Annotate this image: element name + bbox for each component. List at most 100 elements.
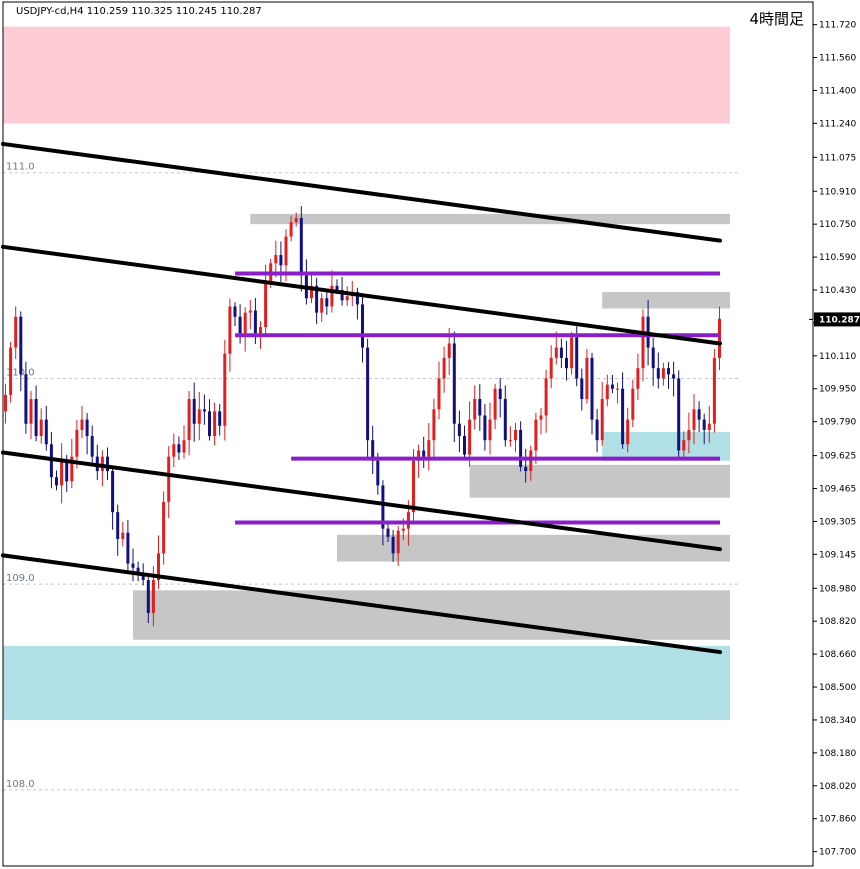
y-tick-label: 108.340 (819, 716, 856, 726)
candle-body (503, 399, 507, 441)
candle-body (514, 429, 517, 441)
candle-body (44, 419, 48, 445)
candle-body (468, 419, 472, 455)
candle-body (136, 567, 140, 574)
y-tick-label: 108.180 (819, 749, 856, 759)
candle-body (24, 374, 28, 424)
candle-body (253, 310, 257, 334)
candle-body (361, 304, 364, 348)
candle-body (202, 409, 206, 412)
y-tick-label: 110.750 (819, 220, 856, 230)
grid-label: 111.0 (6, 162, 35, 173)
y-tick-label: 109.305 (819, 517, 856, 527)
trendlines-layer (1, 141, 722, 655)
zone-pink-0 (3, 26, 730, 124)
candle-body (605, 384, 609, 400)
candle-body (19, 316, 23, 375)
candle-body (457, 423, 461, 437)
candle-body (661, 368, 665, 379)
zone-gray-5 (469, 464, 730, 498)
candle-body (121, 532, 125, 539)
candle-body (437, 378, 441, 410)
candle-body (187, 399, 191, 441)
candle-body (172, 444, 176, 457)
trend-line (1, 553, 722, 655)
candle-body (488, 419, 492, 441)
zone-cyan-1 (3, 645, 730, 720)
y-tick-label: 109.465 (819, 485, 856, 495)
candle-body (157, 553, 160, 581)
candle-body (575, 337, 579, 379)
candle-body (126, 532, 130, 564)
candle-body (9, 347, 13, 395)
candle-body (651, 347, 655, 369)
candle-body (718, 318, 721, 358)
y-tick-label: 111.240 (819, 119, 856, 129)
zone-gray-6 (337, 534, 730, 562)
candle-body (371, 440, 375, 461)
candles-layer (4, 206, 721, 627)
candle-body (442, 357, 446, 379)
candle-body (626, 419, 630, 445)
candle-body (366, 347, 370, 441)
y-tick-label: 108.980 (819, 584, 856, 594)
candle-body (712, 357, 716, 424)
candle-body (570, 337, 574, 369)
candle-body (636, 368, 640, 389)
candle-body (335, 285, 339, 290)
candle-body (284, 236, 288, 266)
candle-body (248, 310, 252, 313)
candle-body (325, 298, 329, 307)
candle-body (406, 512, 410, 529)
candle-body (70, 456, 74, 482)
candle-body (14, 316, 18, 348)
candle-body (213, 411, 217, 437)
levels-layer (235, 271, 720, 525)
candle-body (473, 399, 477, 420)
candle-body (376, 460, 380, 486)
y-tick-label: 110.910 (819, 187, 856, 197)
candle-body (177, 444, 181, 453)
y-tick-label: 110.430 (819, 286, 856, 296)
y-tick-label: 111.560 (819, 54, 856, 64)
candle-body (412, 460, 415, 513)
y-tick-label: 111.400 (819, 86, 856, 96)
candle-body (544, 378, 548, 416)
candle-body (85, 419, 89, 437)
timeframe-label: 4時間足 (749, 10, 804, 28)
candle-body (228, 306, 232, 354)
candle-body (151, 580, 155, 613)
candle-body (294, 218, 298, 223)
candle-body (315, 285, 319, 313)
candle-body (146, 580, 150, 613)
candle-body (4, 394, 7, 412)
candle-body (162, 501, 166, 554)
candle-body (75, 429, 79, 457)
zones-layer (3, 26, 731, 720)
candle-body (355, 292, 359, 305)
candle-body (90, 436, 94, 457)
candle-body (692, 409, 696, 430)
candle-body (565, 357, 568, 369)
candle-body (197, 409, 201, 424)
candle-body (493, 388, 497, 420)
candle-body (539, 415, 543, 420)
candle-body (616, 388, 619, 390)
y-tick-label: 108.020 (819, 782, 856, 792)
candle-body (340, 290, 344, 301)
trend-line (1, 244, 722, 346)
candle-body (29, 399, 33, 424)
grid-label: 109.0 (6, 573, 35, 584)
y-tick-label: 109.145 (819, 550, 856, 560)
candle-body (508, 440, 512, 442)
candle-body (391, 536, 395, 554)
y-tick-label: 109.790 (819, 418, 856, 428)
candle-body (131, 563, 135, 568)
y-tick-label: 111.075 (819, 153, 856, 163)
candle-body (39, 419, 43, 437)
candle-body (463, 436, 466, 455)
symbol-info: USDJPY-cd,H4 110.259 110.325 110.245 110… (16, 6, 262, 17)
y-tick-label: 108.820 (819, 617, 856, 627)
zone-gray-2 (250, 213, 731, 225)
